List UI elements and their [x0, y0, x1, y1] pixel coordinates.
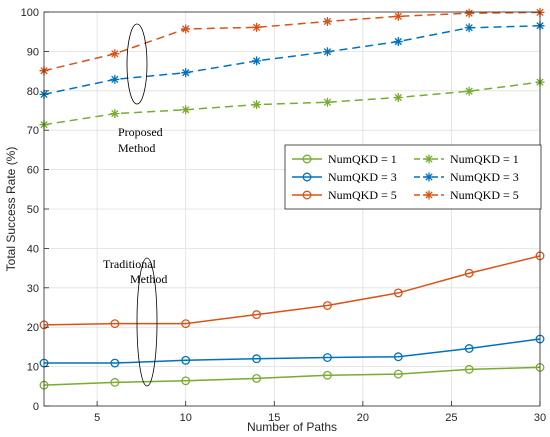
data-point — [181, 319, 191, 329]
data-point — [464, 268, 474, 278]
x-axis-label: Number of Paths — [247, 420, 337, 434]
proposed-method-label-line2: Method — [118, 141, 155, 155]
y-axis-label: Total Success Rate (%) — [4, 147, 18, 272]
x-tick-label: 5 — [94, 412, 100, 424]
data-point — [252, 100, 262, 110]
series-traditional-1 — [39, 334, 545, 368]
legend-marker — [302, 172, 312, 182]
series-traditional-2 — [39, 251, 545, 330]
y-tick-label: 70 — [27, 125, 39, 137]
legend-entry: NumQKD = 1 — [292, 152, 397, 166]
legend-entry: NumQKD = 5 — [414, 188, 519, 202]
x-tick-label: 30 — [534, 412, 546, 424]
legend-marker — [302, 190, 312, 200]
y-tick-label: 60 — [27, 165, 39, 177]
data-point — [110, 319, 120, 329]
y-tick-label: 80 — [27, 86, 39, 98]
legend: NumQKD = 1 NumQKD = 3 NumQKD = 5 NumQKD = 1… — [284, 144, 542, 210]
legend-label: NumQKD = 1 — [328, 152, 397, 166]
series-traditional-0 — [39, 362, 545, 390]
legend-entry: NumQKD = 5 — [292, 188, 397, 202]
data-point — [181, 376, 191, 386]
legend-marker — [302, 154, 312, 164]
y-tick-label: 90 — [27, 46, 39, 58]
series-line — [43, 81, 541, 126]
data-point — [322, 370, 332, 380]
data-point — [393, 37, 403, 47]
data-point — [252, 373, 262, 383]
legend-label: NumQKD = 1 — [450, 152, 519, 166]
traditional-method-annotation: Traditional Method — [103, 257, 167, 387]
data-point — [393, 11, 403, 21]
data-point — [110, 377, 120, 387]
data-point — [393, 92, 403, 102]
data-point — [181, 105, 191, 115]
proposed-method-annotation: Proposed Method — [118, 23, 163, 155]
series-line — [43, 255, 541, 326]
data-point — [322, 353, 332, 362]
legend-marker — [424, 190, 434, 200]
legend-label: NumQKD = 3 — [328, 170, 397, 184]
y-tick-label: 30 — [27, 283, 39, 295]
series-proposed-3 — [39, 77, 545, 130]
traditional-method-label-line2: Method — [130, 272, 167, 286]
data-point — [322, 47, 332, 57]
legend-entry: NumQKD = 3 — [414, 170, 519, 184]
proposed-method-ellipse — [126, 23, 148, 105]
data-point — [464, 364, 474, 374]
data-point — [252, 354, 262, 364]
legend-box — [284, 144, 542, 210]
y-tick-label: 40 — [27, 243, 39, 255]
data-point — [110, 49, 120, 59]
series-proposed-5 — [39, 7, 545, 76]
data-point — [252, 56, 262, 66]
legend-entry: NumQKD = 3 — [292, 170, 397, 184]
data-point — [181, 355, 191, 365]
x-tick-label: 20 — [357, 412, 369, 424]
legend-marker — [424, 154, 434, 164]
x-tick-label: 10 — [180, 412, 192, 424]
data-point — [464, 8, 474, 18]
traditional-method-ellipse — [136, 257, 158, 387]
data-point — [110, 109, 120, 119]
data-point — [322, 16, 332, 26]
data-point — [464, 344, 474, 353]
series-line — [43, 366, 541, 386]
series-line — [43, 11, 541, 72]
legend-label: NumQKD = 3 — [450, 170, 519, 184]
data-point — [322, 97, 332, 107]
data-point — [393, 288, 403, 298]
y-tick-label: 0 — [33, 401, 39, 413]
data-point — [393, 352, 403, 362]
data-point — [110, 74, 120, 84]
axis-ticks: 5 10 15 20 25 30 0 10 20 30 40 50 60 70 80 90 100 — [21, 7, 546, 424]
legend-label: NumQKD = 5 — [450, 188, 519, 202]
proposed-method-label-line1: Proposed — [118, 125, 163, 139]
legend-marker — [424, 172, 434, 182]
data-point — [252, 310, 262, 320]
data-point — [181, 68, 191, 78]
data-point — [393, 369, 403, 379]
y-tick-label: 20 — [27, 322, 39, 334]
legend-label: NumQKD = 5 — [328, 188, 397, 202]
y-tick-label: 50 — [27, 204, 39, 216]
y-tick-label: 10 — [27, 362, 39, 374]
series-line — [43, 25, 541, 96]
x-tick-label: 25 — [445, 412, 457, 424]
data-point — [322, 301, 332, 310]
data-point — [252, 22, 262, 32]
data-point — [464, 23, 474, 33]
data-point — [181, 24, 191, 34]
legend-entry: NumQKD = 1 — [414, 152, 519, 166]
data-point — [464, 86, 474, 96]
series-line — [44, 338, 541, 364]
traditional-method-label-line1: Traditional — [103, 257, 157, 271]
y-tick-label: 100 — [21, 7, 39, 19]
data-point — [110, 358, 120, 368]
x-tick-label: 15 — [268, 412, 280, 424]
